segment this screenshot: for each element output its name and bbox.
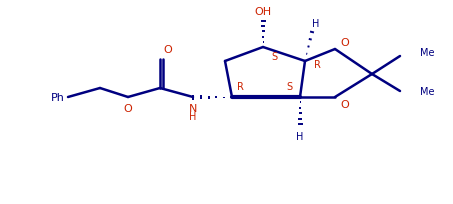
Text: H: H (189, 111, 197, 121)
Text: OH: OH (255, 7, 271, 17)
Text: S: S (271, 52, 277, 62)
Text: Ph: Ph (51, 93, 65, 102)
Text: N: N (189, 103, 197, 113)
Text: R: R (313, 60, 320, 70)
Text: O: O (164, 45, 173, 55)
Text: R: R (236, 82, 243, 92)
Text: S: S (286, 82, 292, 92)
Text: O: O (124, 103, 132, 113)
Text: Me: Me (420, 86, 434, 96)
Text: O: O (341, 100, 349, 110)
Text: Me: Me (420, 48, 434, 58)
Text: H: H (312, 19, 320, 29)
Text: H: H (296, 131, 304, 141)
Text: O: O (341, 38, 349, 48)
